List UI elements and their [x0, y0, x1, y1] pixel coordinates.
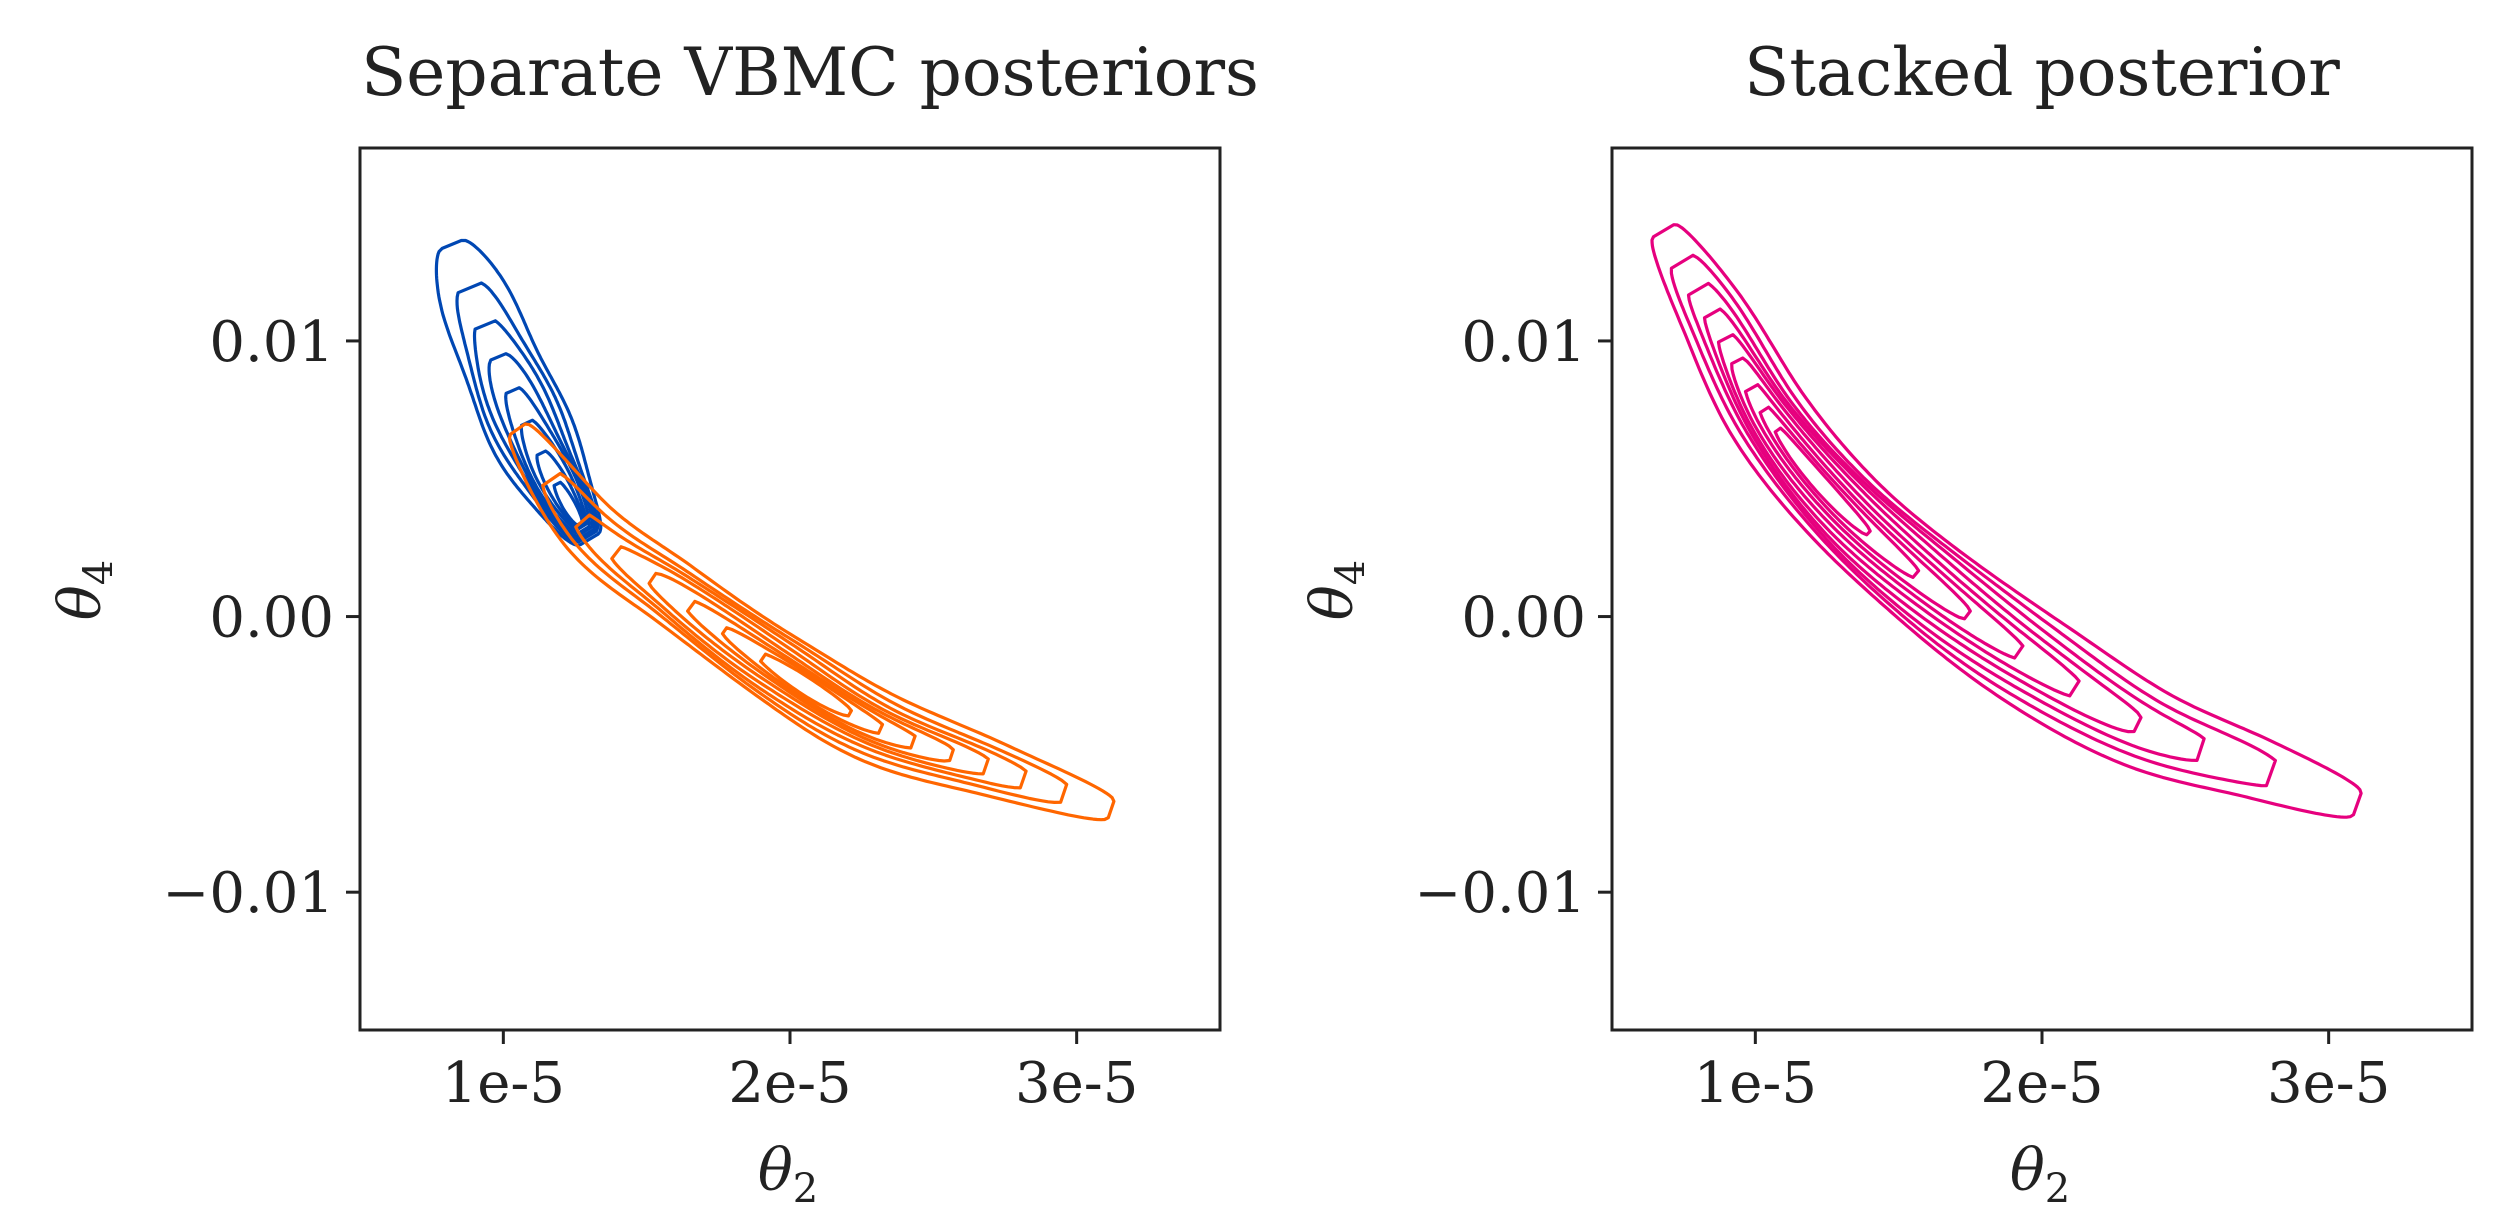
contour-line	[507, 422, 1116, 822]
y-ticks-left: 0.01 0.00 −0.01	[162, 310, 360, 926]
contour-line	[1669, 253, 2277, 788]
contour-line	[720, 626, 885, 735]
contour-line	[434, 238, 603, 547]
plot-frame-right	[1610, 146, 2474, 1032]
contour-line	[1650, 223, 2363, 819]
x-tick-label: 2e-5	[1980, 1051, 2103, 1116]
y-tick-label: 0.00	[209, 586, 334, 651]
y-tick-label: 0.01	[1461, 310, 1586, 375]
contour-line	[647, 571, 955, 763]
contours-left	[434, 238, 1116, 822]
contour-line	[1773, 426, 1872, 537]
contour-line	[1758, 405, 1921, 579]
contour-line	[541, 471, 1069, 804]
contours-right	[1650, 223, 2363, 819]
contour-line	[1730, 356, 2025, 660]
y-axis-label-right: θ4	[1298, 560, 1374, 620]
contour-line	[504, 386, 591, 535]
x-tick-label: 3e-5	[2267, 1051, 2390, 1116]
x-ticks-right: 1e-5 2e-5 3e-5	[1694, 1030, 2390, 1116]
contour-line	[574, 513, 1028, 790]
contour-line	[455, 281, 600, 544]
x-ticks-left: 1e-5 2e-5 3e-5	[442, 1030, 1138, 1116]
contour-line	[487, 352, 594, 538]
contour-line	[686, 599, 917, 750]
x-axis-label-left: θ2	[758, 1136, 818, 1212]
contour-line	[472, 319, 597, 541]
contour-line	[1686, 281, 2206, 762]
x-tick-label: 1e-5	[1694, 1051, 1817, 1116]
chart-title-right: Stacked posterior	[1744, 34, 2340, 111]
chart-title-left: Separate VBMC posteriors	[361, 34, 1259, 111]
contour-line	[1702, 307, 2143, 734]
contour-line	[759, 652, 853, 718]
plot-frame-left	[358, 146, 1222, 1032]
y-tick-label: −0.01	[162, 861, 334, 926]
panel-separate-posteriors: Separate VBMC posteriors 1e-5 2e-5 3e-5 0.…	[46, 34, 1259, 1212]
contour-line	[535, 449, 586, 530]
contour-line	[1743, 383, 1972, 621]
contour-line	[610, 545, 990, 776]
y-tick-label: 0.00	[1461, 586, 1586, 651]
x-tick-label: 3e-5	[1015, 1051, 1138, 1116]
y-tick-label: −0.01	[1414, 861, 1586, 926]
x-tick-label: 1e-5	[442, 1051, 565, 1116]
panel-stacked-posterior: Stacked posterior 1e-5 2e-5 3e-5 0.01 0.00 −…	[1298, 34, 2474, 1212]
y-ticks-right: 0.01 0.00 −0.01	[1414, 310, 1612, 926]
contour-line	[1716, 333, 2081, 698]
y-axis-label-left: θ4	[46, 560, 122, 620]
x-axis-label-right: θ2	[2010, 1136, 2070, 1212]
x-tick-label: 2e-5	[728, 1051, 851, 1116]
y-tick-label: 0.01	[209, 310, 334, 375]
